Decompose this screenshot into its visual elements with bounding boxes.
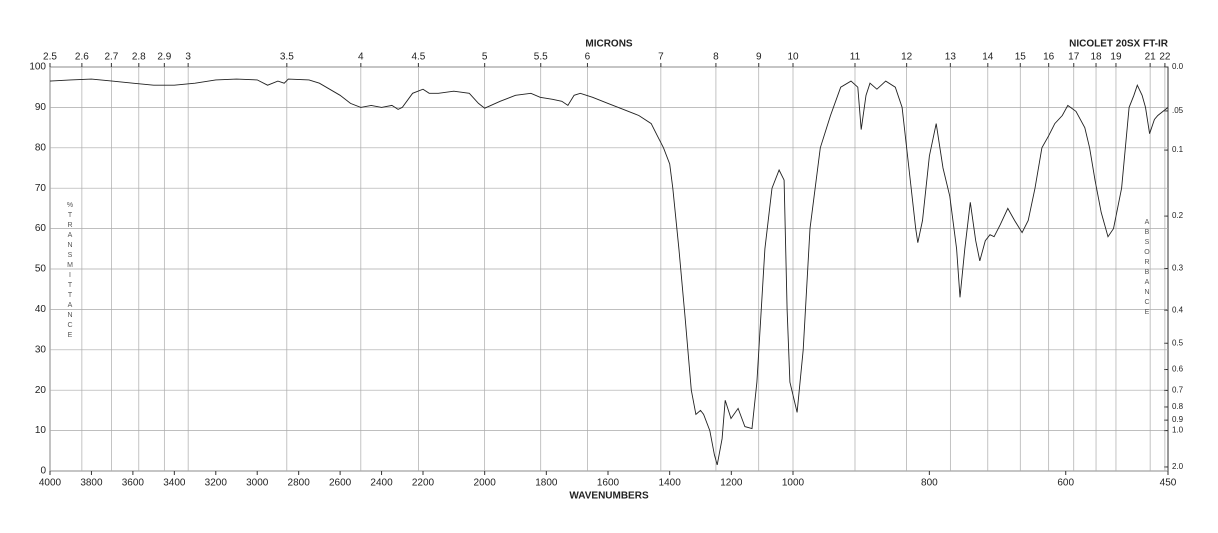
x-tick-label: 4000 (39, 478, 62, 489)
y-tick-label: 20 (35, 385, 47, 396)
y2-tick-label: 0.0 (1172, 62, 1184, 71)
x-tick-label: 3400 (163, 478, 186, 489)
x2-tick-label: 8 (713, 52, 719, 63)
x-tick-label: 450 (1160, 478, 1177, 489)
y-tick-label: 40 (35, 304, 47, 315)
x2-tick-label: 13 (945, 52, 957, 63)
x-tick-label: 1400 (659, 478, 682, 489)
x2-axis-title: MICRONS (585, 39, 633, 50)
y-tick-label: 10 (35, 425, 47, 436)
x2-tick-label: 5.5 (534, 52, 548, 63)
x-tick-label: 3600 (122, 478, 145, 489)
y2-tick-label: 2.0 (1172, 462, 1184, 471)
x-tick-label: 3200 (205, 478, 228, 489)
x2-tick-label: 5 (482, 52, 488, 63)
x2-tick-label: 17 (1068, 52, 1080, 63)
y-tick-label: 100 (29, 62, 46, 73)
x2-tick-label: 9 (756, 52, 762, 63)
y-tick-label: 50 (35, 264, 47, 275)
y-tick-label: 90 (35, 102, 47, 113)
y-tick-label: 60 (35, 223, 47, 234)
x-tick-label: 1000 (782, 478, 805, 489)
x2-tick-label: 3 (185, 52, 191, 63)
spectrum-line (49, 78, 1169, 466)
y2-tick-label: 0.6 (1172, 365, 1184, 374)
x2-tick-label: 2.6 (75, 52, 89, 63)
y2-tick-label: .05 (1172, 106, 1184, 115)
y2-tick-label: 0.9 (1172, 415, 1184, 424)
y2-tick-label: 0.4 (1172, 305, 1184, 314)
x-tick-label: 600 (1057, 478, 1074, 489)
y-tick-label: 70 (35, 183, 47, 194)
x-tick-label: 3000 (246, 478, 269, 489)
x2-tick-label: 22 (1159, 52, 1171, 63)
x2-tick-label: 14 (982, 52, 994, 63)
x-tick-label: 2400 (370, 478, 393, 489)
x2-tick-label: 4.5 (411, 52, 425, 63)
x2-tick-label: 12 (901, 52, 913, 63)
x2-tick-label: 2.9 (157, 52, 171, 63)
x2-tick-label: 18 (1090, 52, 1102, 63)
x2-tick-label: 19 (1110, 52, 1122, 63)
y2-tick-label: 0.1 (1172, 145, 1184, 154)
x2-tick-label: 6 (585, 52, 591, 63)
x2-tick-label: 3.5 (280, 52, 294, 63)
x2-tick-label: 7 (658, 52, 664, 63)
x-tick-label: 2600 (329, 478, 352, 489)
y2-tick-label: 0.5 (1172, 338, 1184, 347)
y-tick-label: 80 (35, 142, 47, 153)
instrument: NICOLET 20SX FT-IR (1069, 39, 1169, 50)
x2-tick-label: 11 (850, 52, 861, 63)
y2-tick-label: 0.3 (1172, 264, 1184, 273)
x-tick-label: 1600 (597, 478, 620, 489)
x-tick-label: 1200 (720, 478, 743, 489)
x2-tick-label: 2.5 (43, 52, 57, 63)
x2-tick-label: 21 (1145, 52, 1157, 63)
x-tick-label: 1800 (535, 478, 558, 489)
x-tick-label: 2000 (474, 478, 497, 489)
x-tick-label: 2200 (412, 478, 435, 489)
x2-tick-label: 2.8 (132, 52, 146, 63)
y-axis-title: % T R A N S M I T T A N C E (67, 202, 73, 339)
x2-tick-label: 2.7 (104, 52, 118, 63)
y-tick-label: 0 (40, 466, 46, 477)
x-tick-label: 3800 (80, 478, 103, 489)
x-axis-title: WAVENUMBERS (569, 491, 649, 502)
y2-tick-label: 1.0 (1172, 426, 1184, 435)
x2-tick-label: 16 (1043, 52, 1055, 63)
x2-tick-label: 4 (358, 52, 364, 63)
x-tick-label: 800 (921, 478, 938, 489)
y2-tick-label: 0.7 (1172, 386, 1184, 395)
x2-tick-label: 15 (1015, 52, 1027, 63)
y2-tick-label: 0.2 (1172, 211, 1184, 220)
x-tick-label: 2800 (288, 478, 311, 489)
x2-tick-label: 10 (787, 52, 799, 63)
y2-tick-label: 0.8 (1172, 402, 1184, 411)
y-tick-label: 30 (35, 344, 47, 355)
